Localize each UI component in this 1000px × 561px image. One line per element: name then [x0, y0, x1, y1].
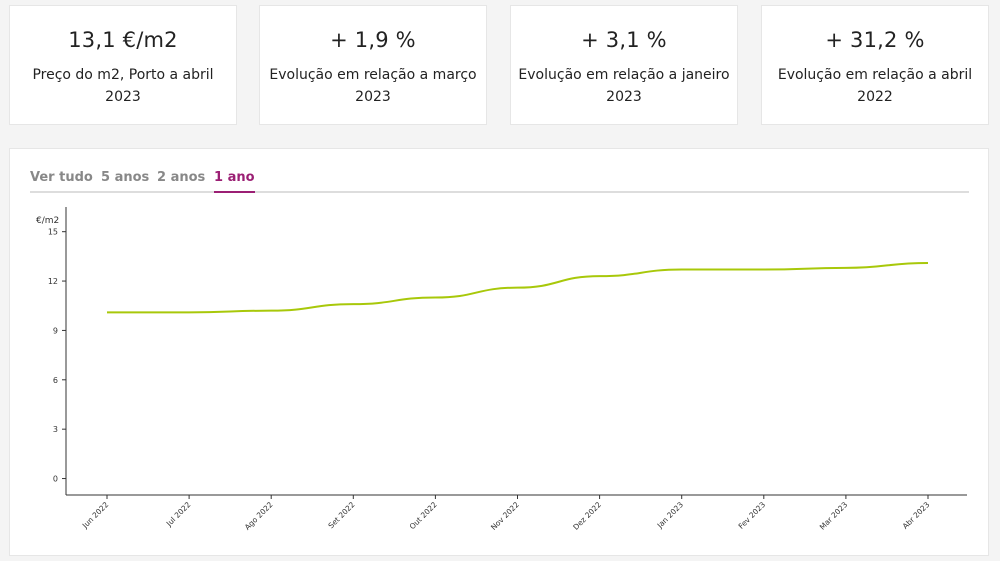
x-tick-label: Dez 2022	[571, 500, 603, 532]
y-tick-label: 0	[53, 475, 58, 484]
stat-label: Preço do m2, Porto a abril 2023	[32, 67, 214, 105]
x-tick-label: Abr 2023	[901, 500, 932, 531]
y-tick-label: 3	[53, 425, 58, 434]
series-layer	[106, 261, 929, 314]
y-axis-unit: €/m2	[36, 216, 59, 226]
stat-card-price: 13,1 €/m2 Preço do m2, Porto a abril 202…	[9, 5, 237, 125]
x-tick-label: Fev 2023	[736, 500, 767, 531]
y-tick-label: 15	[48, 228, 58, 237]
x-tick-label: Mar 2023	[818, 500, 850, 532]
stat-value: + 31,2 %	[825, 28, 925, 52]
stat-label: Evolução em relação a março 2023	[269, 67, 477, 105]
y-tick-label: 12	[48, 277, 58, 286]
x-tick-label: Ago 2022	[243, 500, 275, 532]
stat-card-vs-april-2022: + 31,2 % Evolução em relação a abril 202…	[761, 5, 989, 125]
x-tick-label: Nov 2022	[489, 500, 521, 532]
tab-2-anos[interactable]: 2 anos	[157, 170, 206, 185]
chart-panel: Ver tudo 5 anos 2 anos 1 ano €/m2 0 3 6 9 12…	[9, 148, 989, 556]
x-tick-label: Set 2022	[326, 500, 356, 530]
stat-value: + 3,1 %	[581, 28, 667, 52]
y-tick-label: 9	[53, 326, 58, 335]
stat-card-vs-january: + 3,1 % Evolução em relação a janeiro 20…	[510, 5, 738, 125]
tab-5-anos[interactable]: 5 anos	[101, 170, 150, 185]
stat-label: Evolução em relação a janeiro 2023	[518, 67, 730, 105]
stat-card-vs-march: + 1,9 % Evolução em relação a março 2023	[259, 5, 487, 125]
x-tick-label: Out 2022	[408, 500, 439, 531]
y-axis-ticks: 0 3 6 9 12 15	[48, 228, 66, 484]
tab-1-ano[interactable]: 1 ano	[214, 169, 255, 193]
x-tick-label: Jan 2023	[655, 500, 686, 531]
chart-axes	[65, 207, 967, 496]
price-line-chart: €/m2 0 3 6 9 12 15 Jun 2022 Jul 2022 Ago 2022 Se…	[36, 207, 967, 532]
y-tick-label: 6	[53, 376, 58, 385]
stat-value: 13,1 €/m2	[68, 28, 178, 52]
x-axis-ticks: Jun 2022 Jul 2022 Ago 2022 Set 2022 Out 2022…	[80, 495, 932, 532]
period-tabs: Ver tudo 5 anos 2 anos 1 ano	[30, 169, 969, 193]
x-tick-label: Jul 2022	[164, 500, 193, 529]
x-tick-label: Jun 2022	[80, 500, 111, 531]
tab-ver-tudo[interactable]: Ver tudo	[30, 170, 93, 185]
stat-value: + 1,9 %	[330, 28, 416, 52]
stat-label: Evolução em relação a abril 2022	[777, 67, 973, 105]
